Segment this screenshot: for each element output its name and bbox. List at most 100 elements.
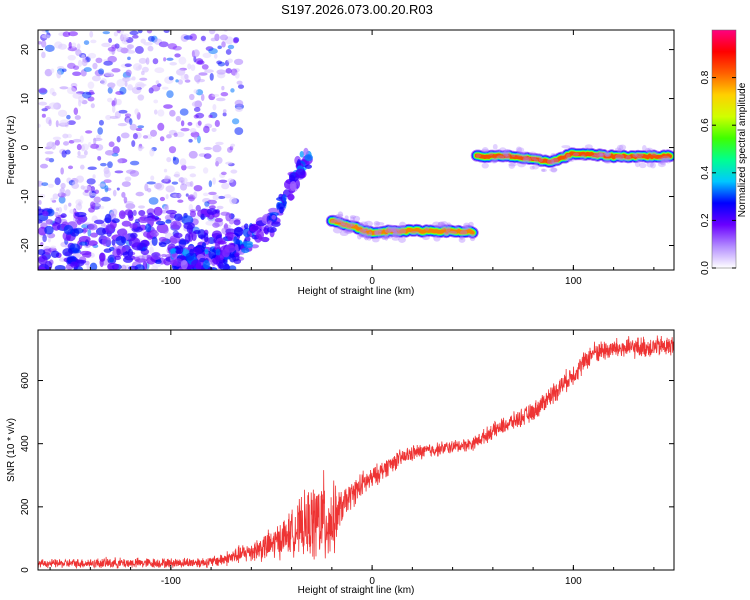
noise-blob (113, 97, 117, 106)
noise-blob (74, 115, 81, 120)
halo-blob (547, 158, 555, 165)
noise-blob (200, 35, 206, 42)
rising-track-blob (242, 240, 253, 246)
band-blob (173, 232, 183, 239)
noise-blob (93, 196, 102, 203)
halo-blob (599, 153, 605, 158)
noise-blob (121, 264, 127, 270)
halo-blob (363, 233, 368, 240)
noise-blob (134, 108, 139, 115)
noise-blob (166, 134, 172, 139)
colorbar-label: Normalized spectral amplitude (737, 82, 748, 217)
noise-blob (186, 165, 196, 170)
band-blob (135, 258, 148, 263)
noise-blob (180, 127, 190, 132)
halo-blob (498, 147, 507, 154)
noise-blob (195, 204, 201, 212)
noise-blob (127, 84, 133, 91)
noise-blob (121, 181, 131, 187)
halo-blob (540, 168, 546, 172)
halo-blob (565, 157, 571, 162)
snr-xtick-label: 0 (369, 576, 375, 587)
halo-blob (642, 144, 647, 152)
noise-blob (90, 39, 97, 44)
noise-blob (117, 122, 128, 127)
halo-blob (350, 219, 356, 227)
noise-blob (38, 101, 48, 106)
rising-track-blob (215, 254, 221, 262)
halo-blob (340, 219, 347, 226)
halo-blob (332, 226, 343, 234)
noise-blob (175, 115, 181, 122)
halo-blob (618, 158, 628, 162)
noise-blob (191, 101, 202, 108)
band-blob (103, 248, 112, 253)
noise-blob (227, 178, 234, 183)
rising-track-blob (173, 258, 183, 267)
noise-blob (129, 170, 140, 177)
noise-blob (197, 120, 202, 126)
snr-frame (37, 329, 675, 571)
noise-blob (215, 141, 224, 146)
halo-blob (391, 237, 400, 241)
halo-blob (437, 222, 444, 226)
spectrogram-ytick-label: 10 (20, 93, 31, 105)
halo-blob (345, 221, 353, 229)
halo-blob (359, 221, 369, 227)
halo-blob (639, 162, 647, 169)
noise-blob (163, 57, 167, 62)
noise-blob (175, 79, 179, 83)
halo-blob (459, 230, 468, 236)
spectrogram-ytick-label: -10 (20, 189, 31, 204)
band-blob (77, 259, 87, 264)
noise-blob (100, 196, 111, 202)
noise-blob (68, 31, 78, 37)
noise-blob (152, 58, 159, 65)
noise-blob (220, 92, 229, 97)
band-blob (63, 224, 74, 235)
colorbar-gradient (711, 29, 737, 269)
rising-track-blob (242, 227, 252, 238)
band-blob (153, 206, 163, 217)
noise-blob (113, 31, 119, 37)
rising-track-blob (218, 261, 224, 269)
spectrogram-blobs (38, 30, 674, 270)
noise-blob (187, 121, 193, 126)
noise-blob (172, 157, 180, 165)
band-blob (158, 236, 167, 242)
halo-blob (462, 224, 469, 230)
noise-blob (41, 113, 46, 118)
noise-blob (50, 68, 55, 73)
rising-track-blob (222, 248, 230, 258)
noise-blob (179, 108, 189, 116)
halo-blob (615, 147, 621, 152)
noise-blob (185, 193, 189, 197)
noise-blob (235, 106, 243, 112)
halo-blob (381, 236, 389, 240)
noise-blob (189, 180, 194, 188)
noise-blob (218, 179, 228, 184)
halo-blob (424, 226, 430, 231)
noise-blob (194, 74, 201, 83)
noise-blob (163, 168, 168, 173)
noise-blob (157, 109, 165, 117)
noise-blob (52, 136, 62, 141)
noise-blob (175, 131, 185, 138)
noise-blob (134, 46, 144, 54)
noise-blob (208, 180, 213, 188)
noise-blob (116, 136, 121, 143)
noise-blob (195, 58, 204, 65)
halo-blob (337, 217, 344, 223)
halo-blob (384, 233, 389, 241)
noise-blob (190, 131, 200, 138)
noise-blob (236, 80, 243, 85)
noise-blob (211, 127, 217, 132)
noise-blob (196, 80, 200, 84)
noise-blob (45, 30, 49, 33)
noise-blob (204, 69, 214, 73)
noise-blob (151, 84, 161, 92)
band-blob (183, 222, 195, 230)
noise-blob (38, 123, 41, 129)
halo-blob (550, 167, 558, 173)
band-blob (105, 223, 116, 234)
